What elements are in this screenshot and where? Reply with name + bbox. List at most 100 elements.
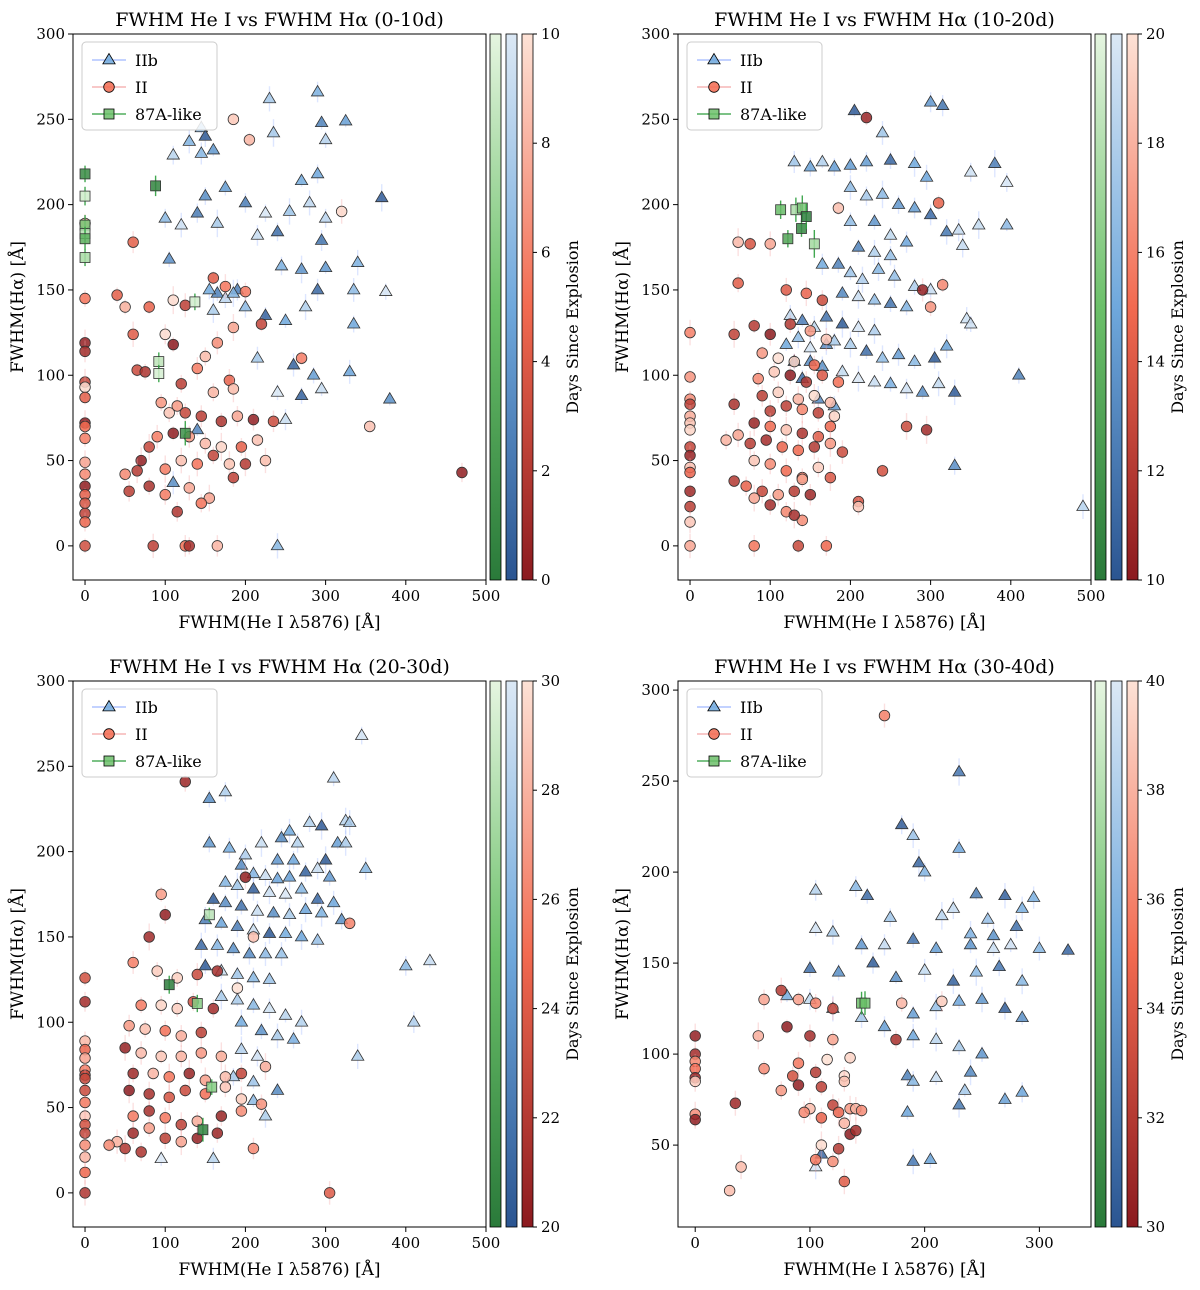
data-point-87a-like: [79, 233, 91, 245]
data-point-ii: [163, 1091, 175, 1104]
data-point-iib: [234, 1014, 249, 1027]
colorbar-tick-label: 20: [541, 1218, 560, 1236]
data-point-iib: [877, 1019, 892, 1032]
data-point-iib: [294, 388, 309, 401]
x-tick-label: 300: [916, 587, 945, 605]
data-point-ii: [155, 999, 167, 1011]
data-point-ii: [916, 284, 929, 296]
data-point-ii: [219, 1081, 232, 1093]
data-point-iib: [294, 881, 309, 894]
data-point-ii: [752, 372, 764, 385]
circle-icon: [708, 728, 720, 740]
data-point-iib: [907, 200, 922, 213]
data-point-iib: [202, 835, 217, 848]
data-point-iib: [378, 284, 393, 296]
data-point-iib: [900, 1068, 915, 1081]
data-point-ii: [155, 1050, 167, 1063]
data-point-87a-like: [191, 998, 203, 1009]
data-point-ii: [207, 272, 220, 284]
data-point-ii: [780, 400, 792, 412]
data-point-ii: [175, 1030, 187, 1042]
data-point-iib: [202, 791, 217, 804]
data-point-ii: [143, 301, 155, 313]
legend: IIb II 87A-like: [81, 688, 218, 778]
data-point-ii: [191, 458, 204, 470]
data-point-iib: [346, 282, 361, 295]
legend-box: [81, 688, 218, 778]
data-point-iib: [398, 958, 413, 971]
colorbar-87a-like: [489, 680, 502, 1228]
data-point-iib: [999, 217, 1014, 230]
data-point-iib: [262, 91, 277, 104]
data-point-iib: [190, 205, 205, 218]
data-point-iib: [929, 1032, 944, 1044]
data-point-iib: [226, 941, 241, 954]
data-point-iib: [843, 158, 858, 170]
y-tick-label: 200: [36, 843, 65, 861]
data-point-iib: [318, 852, 333, 865]
data-point-ii: [684, 466, 696, 479]
data-point-ii: [135, 454, 147, 467]
data-point-ii: [175, 378, 187, 390]
y-tick-label: 250: [36, 110, 65, 128]
data-point-ii: [143, 1122, 155, 1134]
colorbar-tick-label: 24: [541, 1000, 560, 1018]
data-point-iib: [952, 994, 966, 1006]
data-point-ii: [207, 1002, 220, 1015]
data-point-ii: [796, 514, 809, 526]
data-point-iib: [825, 924, 840, 937]
data-point-ii: [171, 400, 183, 412]
data-point-iib: [980, 912, 995, 924]
data-point-iib: [270, 538, 285, 551]
data-point-87a-like: [79, 190, 91, 202]
data-point-iib: [250, 1049, 265, 1061]
data-point-iib: [963, 164, 978, 177]
data-point-iib: [971, 217, 986, 230]
square-icon: [103, 755, 115, 767]
data-point-ii: [809, 1153, 822, 1166]
data-point-ii: [824, 437, 837, 450]
y-tick-label: 0: [55, 1184, 65, 1202]
x-tick-label: 0: [80, 1234, 90, 1252]
data-point-iib: [986, 928, 1001, 941]
data-point-iib: [250, 904, 265, 916]
data-point-ii: [748, 320, 760, 332]
data-point-87a-like: [197, 1124, 209, 1136]
data-point-ii: [79, 1127, 91, 1139]
data-point-iib: [907, 354, 922, 366]
data-point-ii: [239, 871, 252, 883]
data-point-ii: [740, 480, 752, 492]
data-point-ii: [227, 471, 240, 484]
chart-panel-3: FWHM He I vs FWHM Hα (20-30d)0 100 200 300 4…: [7, 656, 582, 1280]
data-point-ii: [247, 1142, 260, 1155]
legend: IIb II 87A-like: [686, 688, 823, 778]
data-point-iib: [290, 835, 305, 848]
data-point-ii: [123, 485, 135, 497]
data-point-ii: [267, 415, 280, 428]
colorbar-tick-label: 34: [1146, 1000, 1165, 1018]
data-point-ii: [850, 1124, 862, 1137]
data-point-iib: [238, 299, 253, 312]
data-point-iib: [875, 187, 890, 199]
x-axis-label: FWHM(He I λ5876) [Å]: [178, 1259, 380, 1280]
chart-title: FWHM He I vs FWHM Hα (0-10d): [115, 9, 444, 31]
colorbar-tick-label: 30: [1146, 1218, 1165, 1236]
legend-label: II: [740, 725, 753, 744]
data-point-iib: [952, 1097, 966, 1110]
data-point-iib: [274, 830, 289, 843]
data-point-iib: [843, 214, 858, 226]
data-point-ii: [792, 993, 805, 1006]
data-point-ii: [231, 982, 244, 994]
data-point-iib: [875, 125, 890, 138]
data-point-ii: [79, 996, 91, 1008]
data-point-iib: [891, 347, 906, 360]
data-point-iib: [194, 938, 209, 950]
data-point-ii: [79, 1084, 91, 1097]
data-point-iib: [294, 262, 309, 274]
data-point-iib: [182, 134, 197, 146]
data-point-ii: [876, 465, 889, 477]
data-point-ii: [79, 1187, 91, 1199]
data-point-iib: [166, 147, 181, 160]
x-tick-label: 0: [685, 587, 695, 605]
data-point-iib: [992, 959, 1007, 972]
